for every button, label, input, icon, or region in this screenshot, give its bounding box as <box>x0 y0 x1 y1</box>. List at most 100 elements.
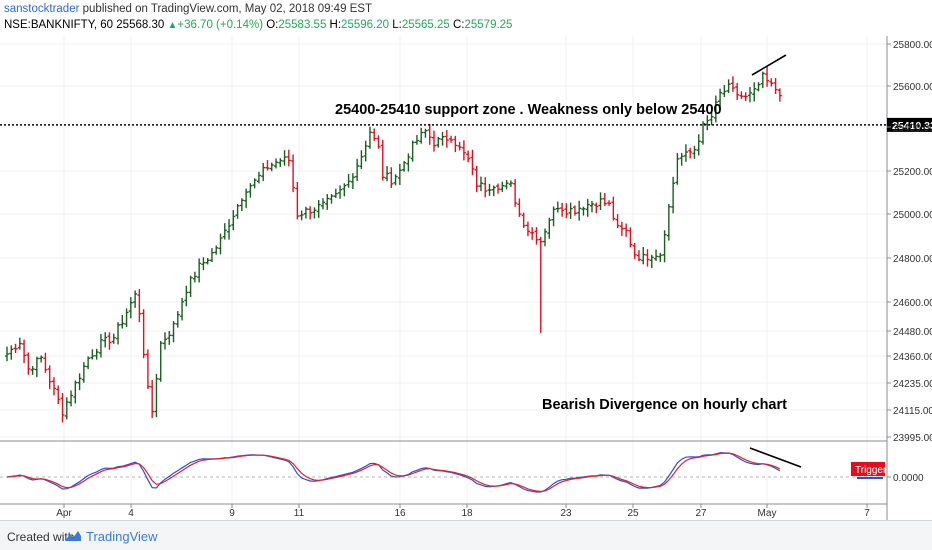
close-label: C: <box>452 19 465 31</box>
ohlc-bar <box>534 227 539 245</box>
ohlc-bar <box>726 79 731 94</box>
ohlc-bar <box>466 150 471 163</box>
ohlc-bar <box>128 297 133 319</box>
created-with-text: Created with <box>7 530 75 544</box>
time-axis[interactable]: Apr 4 9 11 16 18 23 25 27 May 7 <box>56 504 870 519</box>
ohlc-bar <box>594 202 599 214</box>
ohlc-bar <box>743 92 748 101</box>
ohlc-bar <box>449 135 454 143</box>
ohlc-bar <box>602 192 607 206</box>
time-tick-label: May <box>758 508 777 519</box>
ohlc-bar <box>385 165 390 182</box>
time-tick-label: 4 <box>128 508 134 519</box>
ohlc-bar <box>432 130 436 152</box>
high-label: H: <box>329 19 342 31</box>
tradingview-logo-icon <box>65 531 81 541</box>
high-value: 25596.20 <box>341 19 390 31</box>
ohlc-bar <box>34 356 39 378</box>
ohlc-bar <box>17 337 22 350</box>
ohlc-bar <box>333 188 338 198</box>
ohlc-bar <box>56 385 61 405</box>
ohlc-bar <box>513 179 518 207</box>
ohlc-bar <box>543 228 548 247</box>
ohlc-bar <box>376 135 381 149</box>
author-link[interactable]: sanstocktrader <box>4 3 80 15</box>
ohlc-bar <box>410 140 415 162</box>
ohlc-bar <box>86 356 91 370</box>
ohlc-bar <box>13 343 18 354</box>
price-tick-label: 24600.00 <box>893 298 932 309</box>
price-tick-label: 25400.00 <box>893 123 932 134</box>
ohlc-bar <box>692 145 697 159</box>
ohlc-bar <box>645 249 650 267</box>
ohlc-bar <box>171 321 176 343</box>
support-annotation: 25400-25410 support zone . Weakness only… <box>335 102 722 118</box>
price-chart[interactable]: 25410.33 25800.00 25600.00 25400.00 25200.0… <box>0 0 932 520</box>
ohlc-bar <box>111 333 116 344</box>
ohlc-bar <box>436 136 441 148</box>
ohlc-bar <box>51 377 56 396</box>
oscillator-line <box>6 452 781 493</box>
ohlc-bar <box>547 217 552 239</box>
ohlc-bar <box>145 349 150 390</box>
ohlc-bar <box>222 223 227 240</box>
ohlc-bar <box>350 173 355 190</box>
ohlc-bar <box>654 249 659 261</box>
ohlc-bar <box>372 128 377 141</box>
price-axis[interactable]: 25800.00 25600.00 25400.00 25200.00 25000.00… <box>887 40 932 444</box>
time-tick-label: Apr <box>56 508 72 519</box>
ohlc-bar <box>107 332 112 350</box>
ohlc-bar <box>696 134 701 156</box>
ohlc-bar <box>73 380 78 404</box>
trendlines <box>749 54 802 468</box>
up-arrow-icon: ▲ <box>167 20 178 31</box>
ohlc-bar <box>611 196 616 221</box>
price-tick-label: 25200.00 <box>893 167 932 178</box>
ohlc-bar <box>453 135 458 153</box>
ohlc-bar <box>756 82 761 92</box>
ohlc-bar <box>355 158 360 181</box>
ohlc-bar <box>440 131 445 146</box>
price-tick-label: 24360.00 <box>893 352 932 363</box>
ohlc-bar <box>43 352 48 373</box>
ohlc-bar <box>188 275 193 297</box>
ohlc-bar <box>162 332 167 350</box>
ohlc-bar <box>551 206 556 227</box>
symbol-interval: NSE:BANKNIFTY, 60 <box>4 19 114 31</box>
ohlc-bar <box>423 128 428 138</box>
ohlc-bar <box>47 365 52 390</box>
ohlc-bar <box>662 230 667 263</box>
price-tick-label: 24800.00 <box>893 254 932 265</box>
ohlc-bar <box>214 245 219 255</box>
ohlc-bar <box>329 194 334 204</box>
ohlc-bar <box>231 210 236 231</box>
ohlc-bar <box>393 174 398 186</box>
time-tick-label: 27 <box>695 508 707 519</box>
trigger-tag <box>851 462 885 476</box>
ohlc-bar <box>320 198 325 210</box>
ohlc-bar <box>26 352 31 375</box>
symbol-info: NSE:BANKNIFTY, 60 25568.30 ▲+36.70 (+0.1… <box>4 19 512 31</box>
ohlc-bar <box>197 258 202 283</box>
ohlc-bar <box>470 149 475 176</box>
low-label: L: <box>392 19 402 31</box>
price-divergence-line <box>751 54 787 76</box>
ohlc-bar <box>116 322 121 345</box>
published-text: published on TradingView.com, May 02, 20… <box>82 3 373 15</box>
ohlc-bar <box>496 183 501 194</box>
ohlc-bar <box>175 311 180 328</box>
ohlc-bar <box>22 339 27 364</box>
ohlc-bar <box>538 236 543 334</box>
ohlc-bar <box>239 198 244 211</box>
ohlc-bar <box>205 257 210 265</box>
tradingview-brand-link[interactable]: TradingView <box>86 529 158 544</box>
ohlc-bar <box>299 210 304 221</box>
ohlc-bar <box>709 110 714 126</box>
ohlc-bar <box>98 333 103 358</box>
ohlc-bar <box>666 203 671 241</box>
ohlc-bar <box>282 150 287 166</box>
ohlc-bar <box>530 227 535 240</box>
ohlc-bar <box>342 183 347 197</box>
ohlc-bar <box>487 183 492 196</box>
ohlc-bar <box>39 355 44 363</box>
